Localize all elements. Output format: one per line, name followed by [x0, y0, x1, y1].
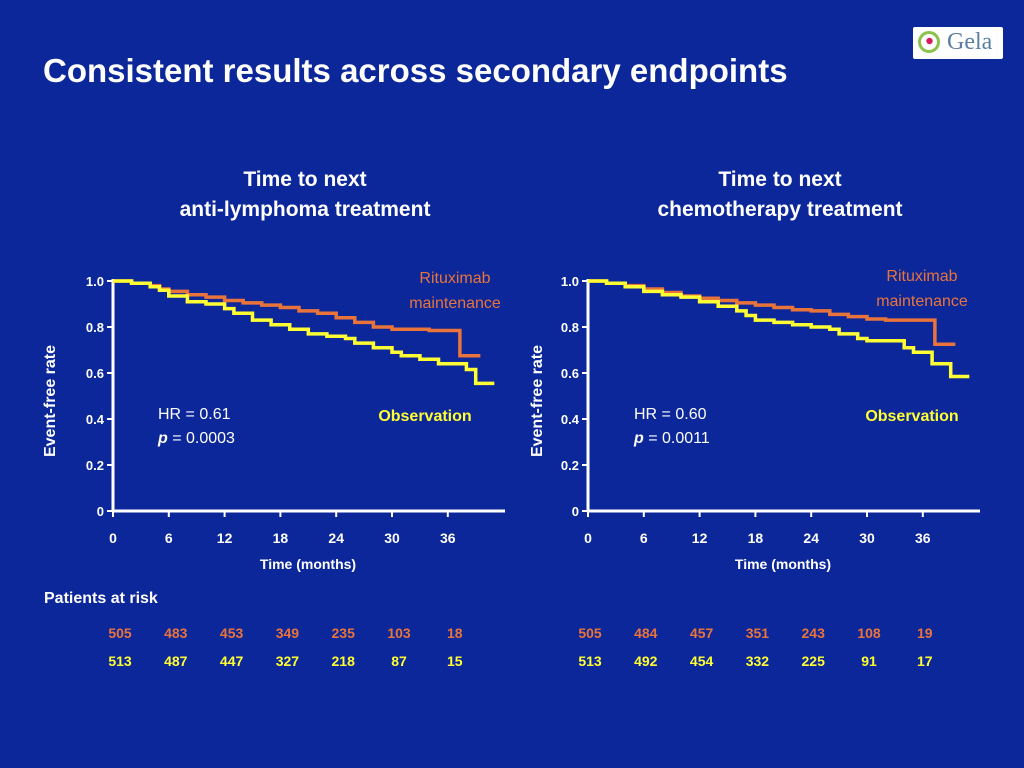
y-tick-label: 0 [572, 504, 579, 519]
x-tick-label: 24 [803, 530, 819, 546]
y-axis-label: Event-free rate [42, 345, 59, 457]
risk-observation-value: 332 [746, 653, 770, 669]
risk-observation-value: 454 [690, 653, 714, 669]
risk-observation-value: 492 [634, 653, 658, 669]
gela-logo-mark-icon [918, 31, 940, 53]
y-tick-label: 0.4 [561, 412, 580, 427]
risk-rituximab-value: 18 [447, 625, 463, 641]
y-tick-label: 1.0 [561, 274, 579, 289]
risk-observation-value: 91 [861, 653, 877, 669]
risk-rituximab-value: 235 [332, 625, 356, 641]
risk-observation-value: 225 [802, 653, 826, 669]
y-tick-label: 0.8 [86, 320, 104, 335]
legend-rituximab: Rituximab [886, 268, 957, 285]
y-axis-label: Event-free rate [529, 345, 546, 457]
rituximab-curve [588, 279, 956, 346]
x-tick-label: 12 [217, 530, 233, 546]
x-axis-label: Time (months) [260, 556, 356, 572]
y-tick-label: 1.0 [86, 274, 104, 289]
y-tick-label: 0.8 [561, 320, 579, 335]
panel-title-right-line2: chemotherapy treatment [657, 198, 903, 221]
risk-rituximab-value: 19 [917, 625, 933, 641]
risk-rituximab-value: 103 [387, 625, 411, 641]
p-value: p = 0.0003 [157, 430, 235, 447]
y-tick-label: 0.6 [86, 366, 104, 381]
hazard-ratio: HR = 0.61 [158, 406, 231, 423]
risk-observation-value: 218 [332, 653, 356, 669]
y-tick-label: 0.2 [86, 458, 104, 473]
risk-rituximab-value: 351 [746, 625, 770, 641]
panel-title-right: Time to next chemotherapy treatment [590, 165, 970, 225]
x-tick-label: 6 [165, 530, 173, 546]
panel-title-left: Time to next anti-lymphoma treatment [115, 165, 495, 225]
p-symbol: p [633, 430, 644, 447]
risk-rituximab-value: 243 [802, 625, 826, 641]
risk-rituximab-value: 108 [857, 625, 881, 641]
x-tick-label: 6 [640, 530, 648, 546]
x-tick-label: 18 [748, 530, 764, 546]
risk-observation-value: 327 [276, 653, 300, 669]
risk-rituximab-value: 505 [108, 625, 132, 641]
y-tick-label: 0.2 [561, 458, 579, 473]
observation-curve [588, 279, 970, 379]
x-tick-label: 24 [328, 530, 344, 546]
hazard-ratio: HR = 0.60 [634, 406, 707, 423]
legend-observation: Observation [865, 408, 958, 425]
risk-rituximab-value: 457 [690, 625, 714, 641]
x-tick-label: 0 [584, 530, 592, 546]
p-value-number: = 0.0003 [168, 430, 235, 447]
risk-table-header: Patients at risk [44, 590, 158, 607]
risk-observation-value: 17 [917, 653, 933, 669]
slide-title: Consistent results across secondary endp… [43, 52, 788, 89]
risk-observation-value: 513 [108, 653, 132, 669]
p-value: p = 0.0011 [633, 430, 710, 447]
x-tick-label: 30 [859, 530, 875, 546]
risk-observation-value: 15 [447, 653, 463, 669]
x-tick-label: 12 [692, 530, 708, 546]
risk-rituximab-value: 453 [220, 625, 244, 641]
risk-rituximab-value: 349 [276, 625, 300, 641]
panel-title-right-line1: Time to next [718, 168, 842, 191]
legend-rituximab: maintenance [409, 295, 501, 312]
legend-observation: Observation [378, 408, 471, 425]
x-tick-label: 0 [109, 530, 117, 546]
risk-rituximab-value: 483 [164, 625, 188, 641]
logo-text: Gela [947, 29, 993, 55]
panel-title-left-line2: anti-lymphoma treatment [179, 198, 431, 221]
risk-rituximab-value: 484 [634, 625, 658, 641]
x-tick-label: 18 [273, 530, 289, 546]
risk-observation-value: 447 [220, 653, 244, 669]
x-tick-label: 30 [384, 530, 400, 546]
x-tick-label: 36 [440, 530, 456, 546]
risk-rituximab-value: 505 [578, 625, 602, 641]
x-tick-label: 36 [915, 530, 931, 546]
y-tick-label: 0.4 [86, 412, 105, 427]
observation-curve [113, 279, 495, 386]
p-symbol: p [157, 430, 168, 447]
risk-observation-value: 487 [164, 653, 188, 669]
legend-rituximab: Rituximab [419, 270, 490, 287]
risk-observation-value: 513 [578, 653, 602, 669]
y-tick-label: 0.6 [561, 366, 579, 381]
legend-rituximab: maintenance [876, 293, 968, 310]
p-value-number: = 0.0011 [644, 430, 710, 447]
gela-logo: Gela [913, 27, 1003, 59]
x-axis-label: Time (months) [735, 556, 831, 572]
y-tick-label: 0 [97, 504, 104, 519]
panel-title-left-line1: Time to next [243, 168, 367, 191]
risk-observation-value: 87 [391, 653, 407, 669]
